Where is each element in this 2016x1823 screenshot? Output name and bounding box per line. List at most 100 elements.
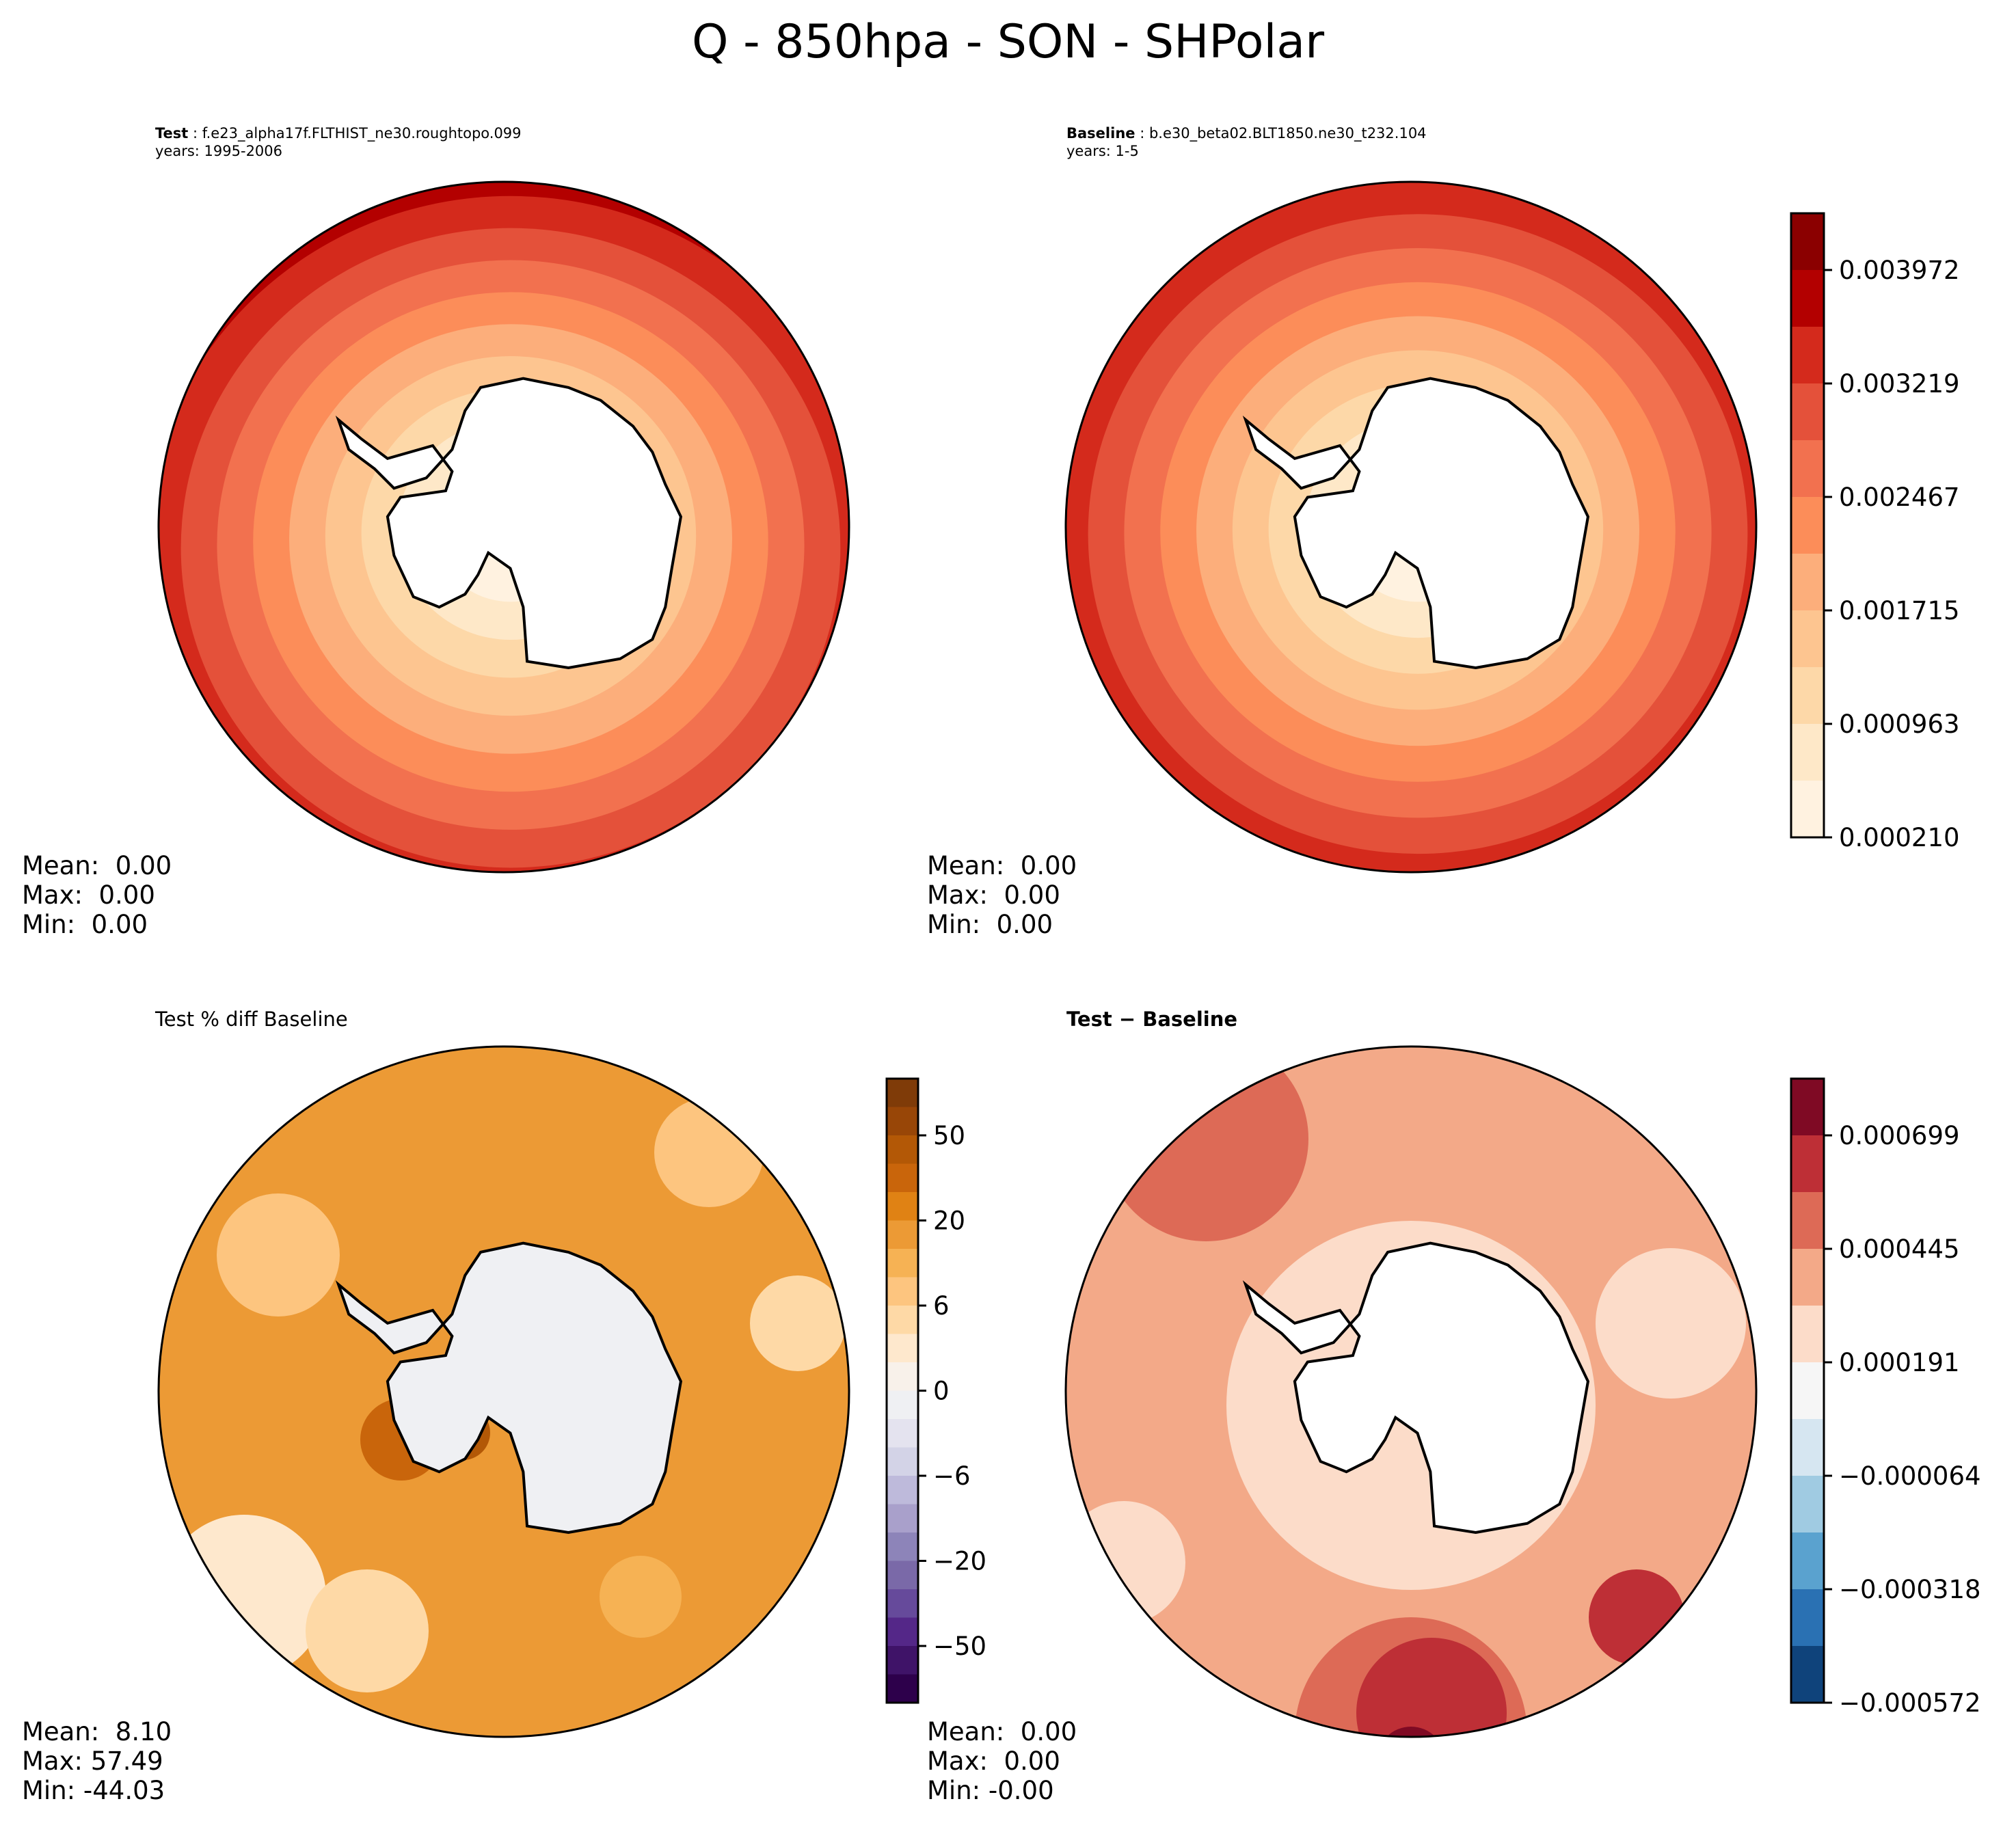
colorbar-tick-label: −50 [933, 1632, 986, 1661]
map-boundary [157, 1045, 850, 1738]
stat-max: Max: 0.00 [927, 1746, 1060, 1776]
test-years: years: 1995-2006 [155, 143, 283, 159]
stat-min: Min: 0.00 [927, 910, 1053, 939]
contour-level [1596, 1248, 1746, 1399]
stat-min: Min: 0.00 [22, 910, 148, 939]
colorbar-tick-label: 0 [933, 1377, 950, 1406]
colorbar-tick-label: 50 [933, 1121, 965, 1150]
colorbar-bin [887, 1334, 918, 1363]
colorbar-bin [1791, 724, 1824, 781]
colorbar-bin [887, 1107, 918, 1136]
colorbar-bin [1791, 1646, 1824, 1703]
stat-mean: Mean: 0.00 [927, 1717, 1077, 1746]
colorbar-bin [887, 1561, 918, 1590]
colorbar-bin [1791, 1476, 1824, 1533]
colorbar-bin [887, 1419, 918, 1448]
diff-stats: Mean: 0.00 Max: 0.00 Min: -0.00 [927, 1717, 1077, 1805]
colorbar-bin [887, 1192, 918, 1221]
pct-diff-stats: Mean: 8.10 Max: 57.49 Min: -44.03 [22, 1717, 172, 1805]
colorbar-bin [1791, 440, 1824, 498]
stat-max: Max: 0.00 [927, 880, 1060, 910]
colorbar-bin [887, 1476, 918, 1504]
contour-level [1356, 1638, 1507, 1737]
colorbar-bin [1791, 667, 1824, 725]
colorbar-bin [1791, 497, 1824, 554]
test-label: Test [155, 125, 189, 141]
colorbar-bin [887, 1390, 918, 1420]
colorbar-tick-label: −20 [933, 1547, 986, 1576]
baseline-stats: Mean: 0.00 Max: 0.00 Min: 0.00 [927, 851, 1077, 939]
colorbar-bin [1791, 1079, 1824, 1136]
map-panel-test [157, 180, 850, 874]
colorbar-bin [887, 1617, 918, 1647]
colorbar-bin [1791, 554, 1824, 611]
contour-level [217, 1193, 340, 1316]
colorbar-bin [1791, 1419, 1824, 1476]
stat-mean: Mean: 0.00 [927, 851, 1077, 880]
contour-level [1589, 1569, 1684, 1665]
map-boundary [157, 180, 850, 874]
contour-level [306, 1569, 429, 1692]
colorbar-tick-label: 0.000445 [1839, 1234, 1960, 1264]
contour-level [600, 1556, 682, 1638]
baseline-label: Baseline [1066, 125, 1135, 141]
colorbar-bin [1791, 1306, 1824, 1363]
stat-min: Min: -0.00 [927, 1776, 1054, 1805]
colorbar-bin [887, 1220, 918, 1250]
colorbar-bin [1791, 1249, 1824, 1306]
test-subtitle: Test : f.e23_alpha17f.FLTHIST_ne30.rough… [155, 125, 522, 159]
figure-title: Q - 850hpa - SON - SHPolar [691, 15, 1325, 69]
colorbar-tick-label: 0.002467 [1839, 483, 1960, 512]
colorbar-tick-label: −0.000572 [1839, 1688, 1981, 1718]
pct-diff-title: Test % diff Baseline [155, 1008, 348, 1031]
colorbar-bin [1791, 1192, 1824, 1250]
contour-level [750, 1275, 846, 1371]
stat-max: Max: 57.49 [22, 1746, 163, 1776]
map-panel-baseline [1064, 180, 1758, 874]
colorbar-bin [887, 1163, 918, 1193]
colorbar-bin [1791, 1362, 1824, 1420]
colorbar-tick-label: 0.003219 [1839, 369, 1960, 399]
colorbar-pct_diff: 50 20 6 0 −6 −20 −50 [885, 1077, 986, 1704]
colorbar-tick-label: 0.003972 [1839, 256, 1960, 285]
colorbar-bin [1791, 383, 1824, 441]
colorbar-bin [887, 1532, 918, 1561]
map-boundary [1064, 1045, 1758, 1738]
colorbar-bin [887, 1277, 918, 1306]
colorbar-bin [1791, 1589, 1824, 1647]
colorbar-bin [1791, 1135, 1824, 1193]
colorbar-tick-label: 6 [933, 1291, 950, 1321]
colorbar-baseline: 0.003972 0.003219 0.002467 0.001715 0.000963… [1790, 212, 1960, 852]
antarctica-coastline [335, 377, 683, 670]
colorbar-bin [1791, 213, 1824, 271]
colorbar-tick-label: 0.001715 [1839, 596, 1960, 625]
contour-level [162, 1515, 326, 1679]
colorbar-bin [1791, 610, 1824, 668]
colorbar-bin [1791, 270, 1824, 327]
colorbar-bin [887, 1362, 918, 1391]
baseline-years: years: 1-5 [1066, 143, 1139, 159]
colorbar-bin [1791, 781, 1824, 838]
colorbar-tick-label: −0.000064 [1839, 1461, 1981, 1491]
colorbar-bin [887, 1504, 918, 1533]
colorbar-tick-label: 0.000963 [1839, 710, 1960, 739]
colorbar-bin [887, 1646, 918, 1675]
colorbar-tick-label: 0.000210 [1839, 823, 1960, 852]
colorbar-bin [887, 1249, 918, 1278]
map-panel-diff [1064, 1045, 1758, 1738]
contour-level [1103, 1046, 1308, 1241]
test-case: f.e23_alpha17f.FLTHIST_ne30.roughtopo.09… [202, 125, 522, 141]
colorbar-diff: 0.000699 0.000445 0.000191 −0.000064 −0.0003… [1790, 1077, 1981, 1718]
colorbar-bin [1791, 327, 1824, 384]
map-boundary [1064, 180, 1758, 874]
antarctica-coastline [1242, 377, 1590, 670]
stat-mean: Mean: 8.10 [22, 1717, 172, 1746]
diff-title: Test − Baseline [1066, 1008, 1238, 1031]
baseline-case: b.e30_beta02.BLT1850.ne30_t232.104 [1148, 125, 1427, 141]
colorbar-bin [887, 1589, 918, 1618]
colorbar-tick-label: −6 [933, 1461, 971, 1491]
colorbar-bin [887, 1079, 918, 1107]
stat-mean: Mean: 0.00 [22, 851, 172, 880]
colorbar-bin [1791, 1532, 1824, 1590]
